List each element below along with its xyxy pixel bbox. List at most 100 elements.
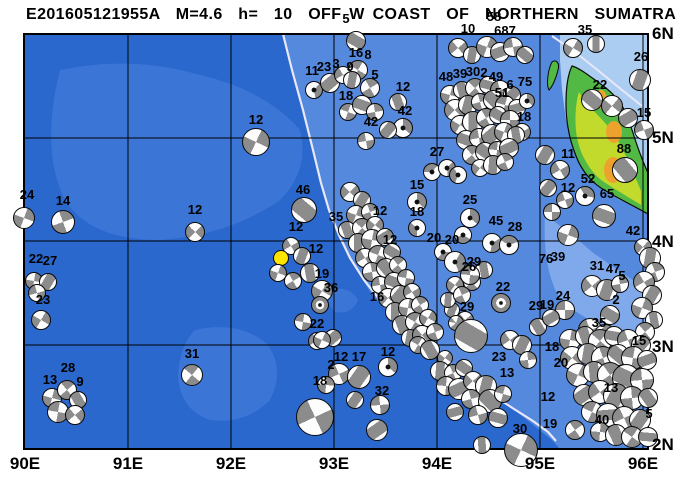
depth-label: 9 [346, 59, 354, 74]
focal-mechanism-ball [519, 351, 537, 369]
focal-mechanism-ball [460, 208, 480, 228]
depth-label: 36 [323, 280, 339, 295]
depth-label: 76 [538, 251, 554, 266]
depth-label: 10 [460, 21, 476, 36]
plot-title: E201605121955A M=4.6 h= 10 OFF W COAST O… [26, 6, 677, 23]
focal-mechanism-ball [366, 103, 384, 121]
depth-label: 18 [516, 109, 532, 124]
focal-mechanism-ball [542, 309, 560, 327]
focal-mechanism-ball [504, 433, 538, 467]
depth-label: 40 [594, 412, 610, 427]
focal-mechanism-ball [488, 408, 508, 428]
focal-mechanism-ball [426, 323, 444, 341]
depth-label: 23 [491, 349, 507, 364]
focal-mechanism-ball [638, 388, 658, 408]
depth-label: 15 [631, 333, 647, 348]
focal-mechanism-ball [284, 272, 302, 290]
focal-mechanism-ball [379, 121, 397, 139]
longitude-label: 92E [215, 454, 247, 473]
depth-label: 32 [374, 383, 390, 398]
depth-label: 20 [553, 355, 569, 370]
depth-label: 27 [429, 144, 445, 159]
depth-label: 5 [342, 11, 350, 26]
depth-label: 5 [371, 67, 379, 82]
depth-label: 11 [305, 63, 319, 78]
depth-label: 20 [426, 230, 442, 245]
focal-mechanism-ball [357, 132, 375, 150]
focal-mechanism-ball [51, 210, 75, 234]
depth-label: 31 [184, 346, 200, 361]
focal-mechanism-ball [294, 313, 312, 331]
focal-mechanism-ball [444, 251, 466, 273]
depth-label: 3 [332, 56, 340, 71]
ocean-light-patch [328, 288, 358, 313]
depth-label: 35 [577, 22, 593, 37]
depth-label: 48 [438, 69, 454, 84]
focal-mechanism-ball [611, 275, 629, 293]
depth-label: 27 [42, 253, 58, 268]
depth-label: 51 [494, 85, 510, 100]
focal-mechanism-ball [366, 419, 388, 441]
focal-mechanism-ball [460, 265, 480, 285]
depth-label: 12 [187, 202, 203, 217]
depth-label: 16 [369, 289, 385, 304]
small-island [547, 60, 559, 91]
focal-mechanism-ball [185, 222, 205, 242]
focal-mechanism-ball [638, 427, 658, 447]
latitude-label: 4N [652, 232, 674, 251]
focal-mechanism-ball [360, 78, 380, 98]
focal-mechanism-ball [539, 179, 557, 197]
depth-label: 35 [328, 209, 344, 224]
depth-label: 19 [314, 266, 330, 281]
focal-mechanism-ball [407, 192, 427, 212]
depth-label: 65 [599, 186, 615, 201]
depth-label: 12 [372, 203, 388, 218]
depth-label: 19 [542, 416, 558, 431]
depth-label: 25 [462, 192, 478, 207]
focal-mechanism-ball [313, 331, 331, 349]
longitude-label: 95E [524, 454, 556, 473]
latitude-label: 3N [652, 337, 674, 356]
focal-mechanism-ball [565, 420, 585, 440]
focal-mechanism-ball [468, 405, 488, 425]
focal-mechanism-ball [453, 286, 471, 304]
focal-mechanism-ball [550, 160, 570, 180]
depth-label: 2 [480, 65, 488, 80]
depth-label: 26 [461, 259, 477, 274]
focal-mechanism-ball [343, 71, 361, 89]
depth-label: 52 [580, 171, 596, 186]
longitude-label: 96E [627, 454, 659, 473]
focal-mechanism-ball [28, 284, 46, 302]
depth-label: 42 [397, 103, 413, 118]
depth-label: 28 [60, 360, 76, 375]
focal-mechanism-ball [242, 128, 270, 156]
focal-mechanism-ball [300, 263, 320, 283]
focal-mechanism-ball [370, 395, 390, 415]
depth-label: 26 [633, 49, 649, 64]
longitude-label: 93E [318, 454, 350, 473]
focal-mechanism-ball [449, 166, 467, 184]
focal-mechanism-ball [378, 357, 398, 377]
focal-mechanism-ball [291, 197, 317, 223]
depth-label: 22 [309, 316, 325, 331]
depth-label: 12 [540, 389, 556, 404]
focal-mechanism-ball [181, 364, 203, 386]
focal-mechanism-ball [592, 204, 616, 228]
focal-mechanism-ball [581, 89, 603, 111]
depth-label: 28 [507, 219, 523, 234]
focal-mechanism-ball [496, 153, 514, 171]
depth-label: 12 [333, 349, 349, 364]
focal-mechanism-ball [587, 35, 605, 53]
depth-label: 39 [550, 249, 566, 264]
focal-mechanism-ball [612, 157, 638, 183]
depth-label: 46 [295, 182, 311, 197]
depth-label: 30 [512, 421, 528, 436]
depth-label: 9 [76, 374, 84, 389]
focal-mechanism-ball [629, 69, 651, 91]
focal-mechanism-ball [543, 203, 561, 221]
depth-label: 12 [308, 241, 324, 256]
depth-label: 15 [409, 177, 425, 192]
focal-mechanism-ball [311, 296, 329, 314]
focal-mechanism-ball [575, 186, 595, 206]
